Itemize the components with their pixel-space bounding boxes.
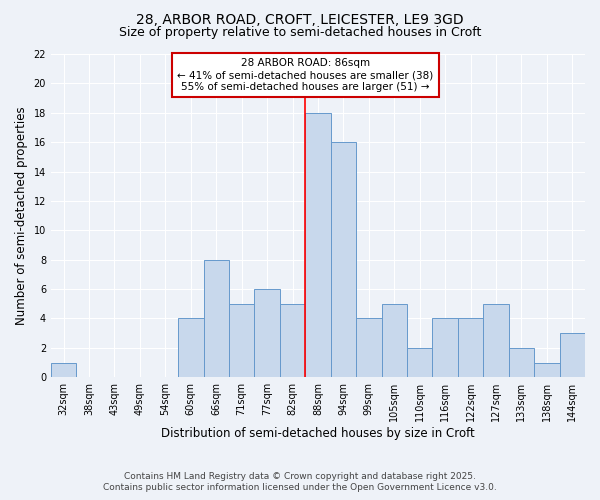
Bar xyxy=(178,318,203,377)
Bar xyxy=(229,304,254,377)
Bar xyxy=(203,260,229,377)
Bar xyxy=(382,304,407,377)
Text: 28 ARBOR ROAD: 86sqm
← 41% of semi-detached houses are smaller (38)
55% of semi-: 28 ARBOR ROAD: 86sqm ← 41% of semi-detac… xyxy=(177,58,433,92)
Bar xyxy=(331,142,356,377)
Bar xyxy=(458,318,483,377)
Bar xyxy=(509,348,534,377)
Bar xyxy=(51,362,76,377)
Bar xyxy=(254,289,280,377)
Bar xyxy=(433,318,458,377)
Text: 28, ARBOR ROAD, CROFT, LEICESTER, LE9 3GD: 28, ARBOR ROAD, CROFT, LEICESTER, LE9 3G… xyxy=(136,12,464,26)
Text: Size of property relative to semi-detached houses in Croft: Size of property relative to semi-detach… xyxy=(119,26,481,39)
Bar xyxy=(356,318,382,377)
Bar xyxy=(560,333,585,377)
Text: Contains HM Land Registry data © Crown copyright and database right 2025.
Contai: Contains HM Land Registry data © Crown c… xyxy=(103,472,497,492)
Bar xyxy=(280,304,305,377)
Bar xyxy=(407,348,433,377)
Bar xyxy=(483,304,509,377)
Bar xyxy=(305,113,331,377)
X-axis label: Distribution of semi-detached houses by size in Croft: Distribution of semi-detached houses by … xyxy=(161,427,475,440)
Y-axis label: Number of semi-detached properties: Number of semi-detached properties xyxy=(15,106,28,325)
Bar xyxy=(534,362,560,377)
